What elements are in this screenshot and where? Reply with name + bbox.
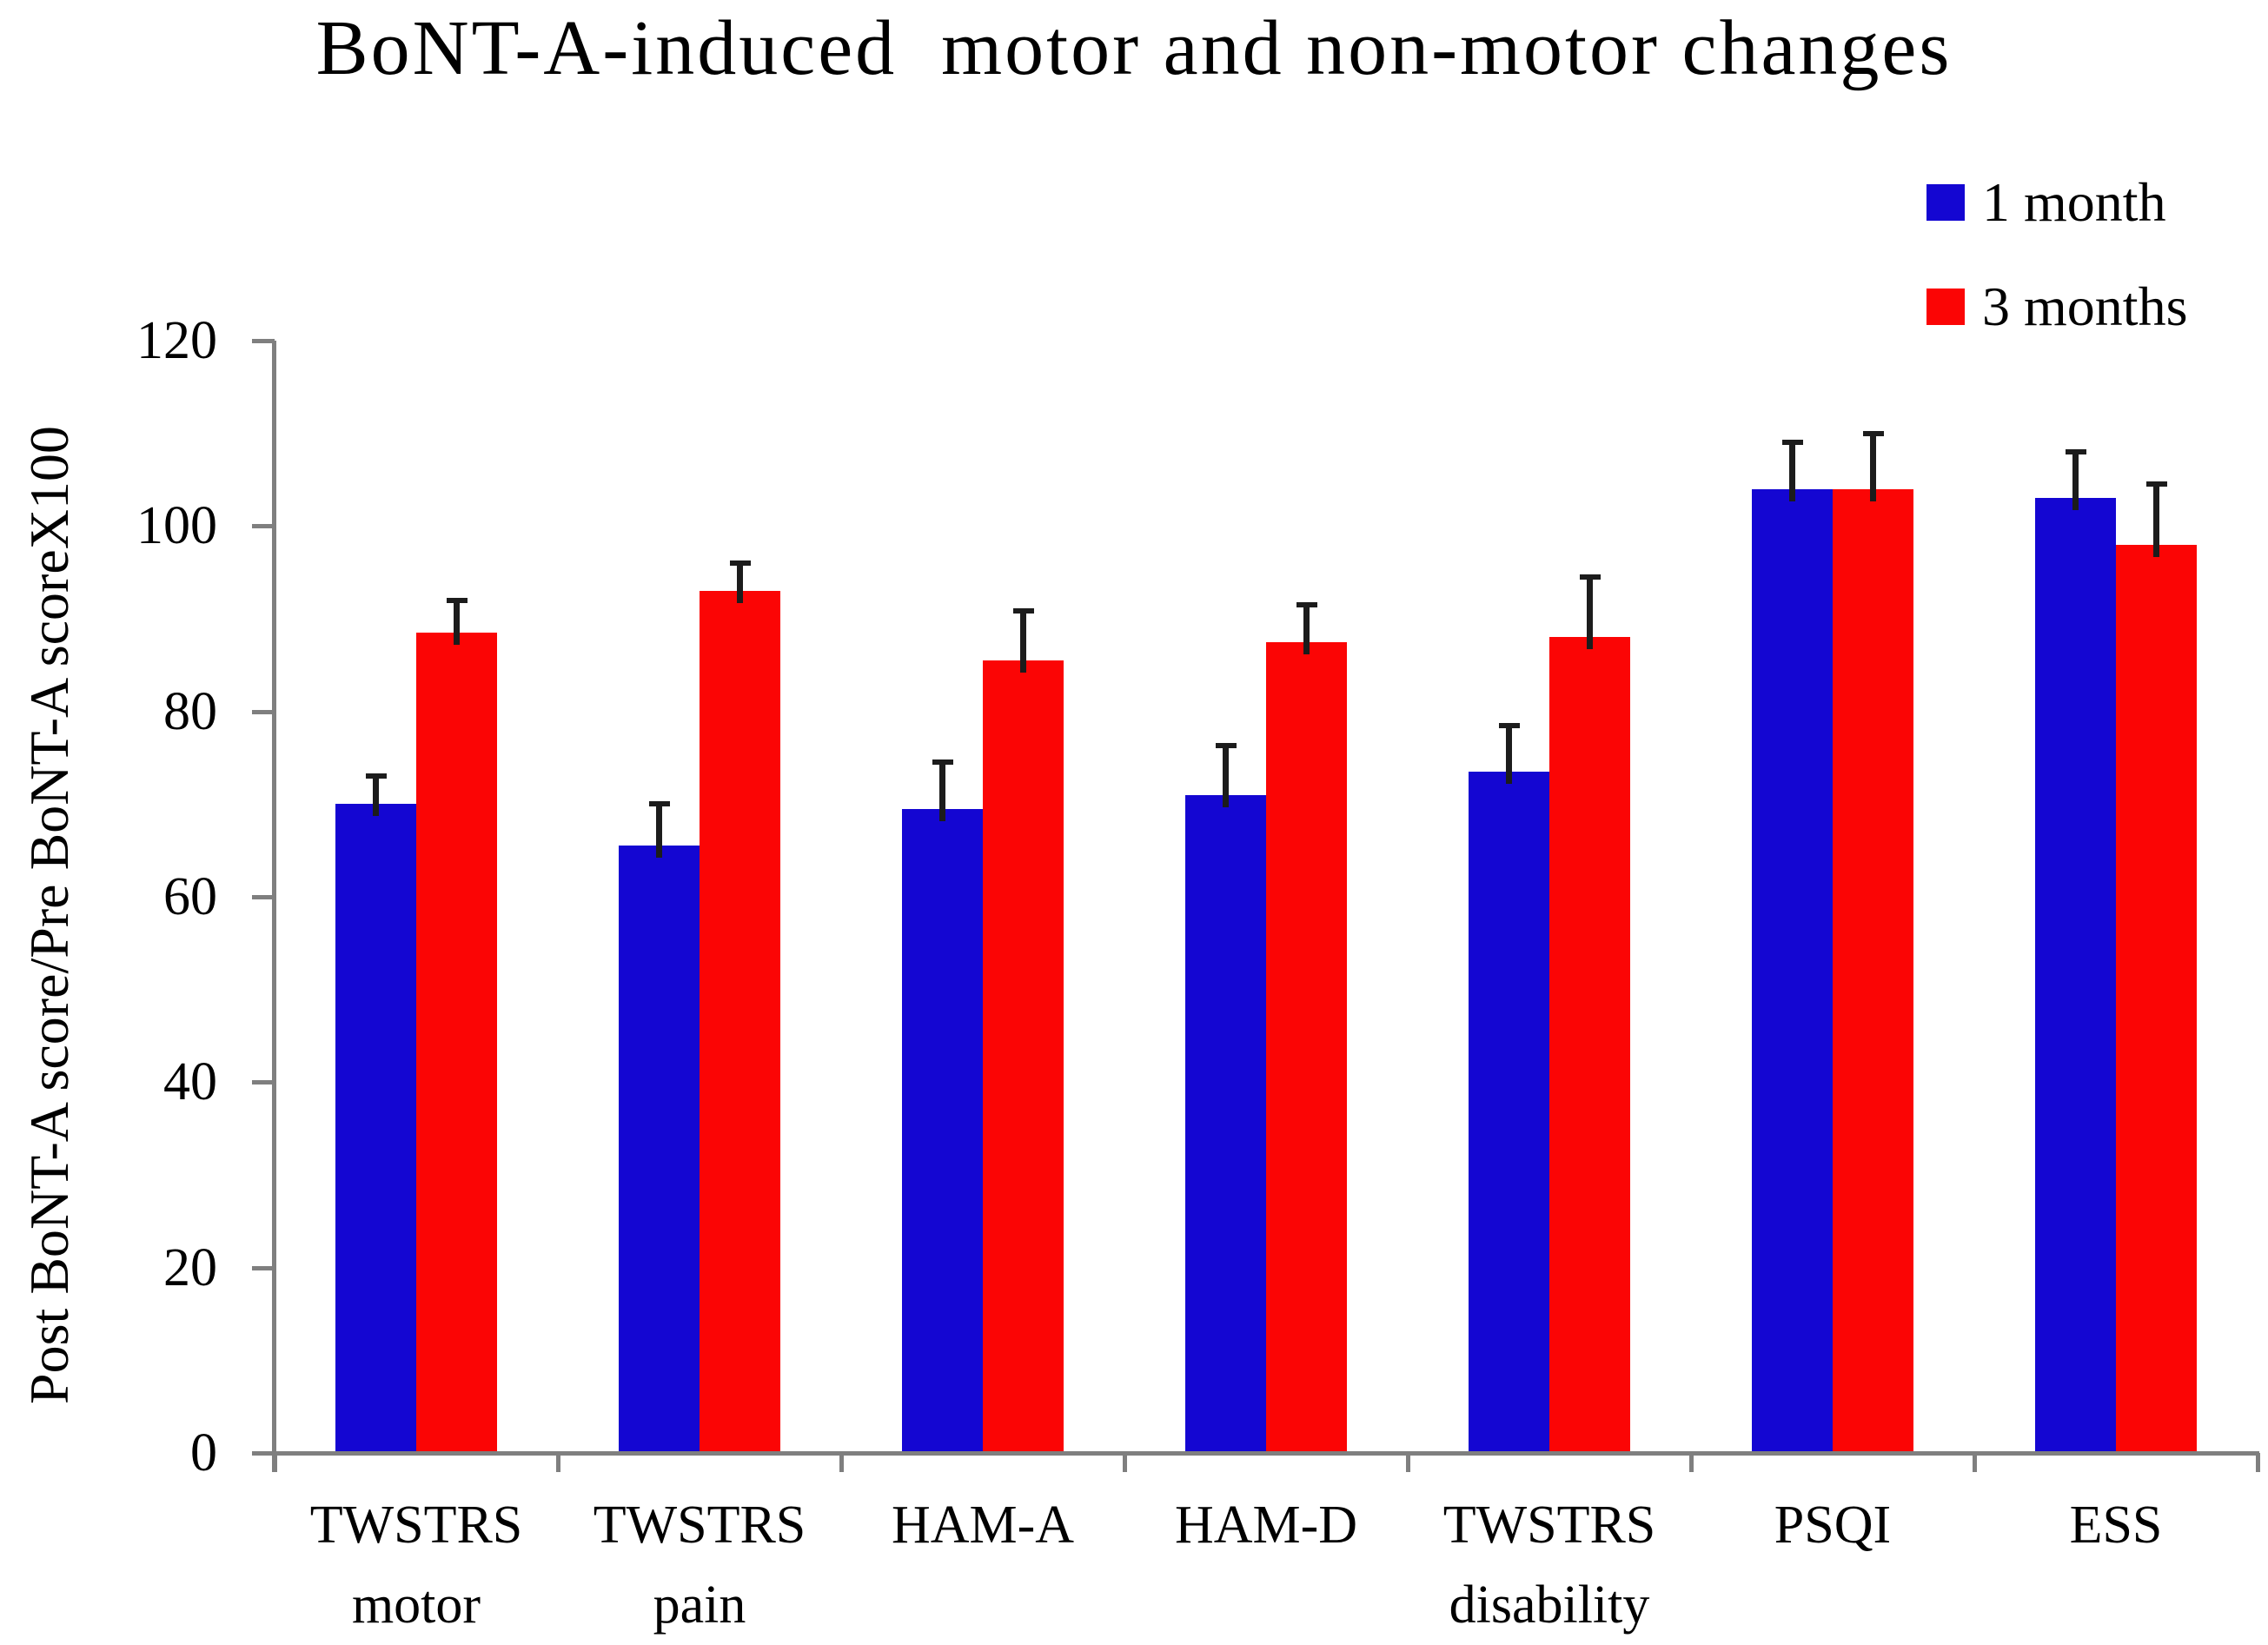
chart-title: BoNT-A-induced motor and non-motor chang… — [315, 5, 1953, 91]
x-tick-label-line1: TWSTRS — [593, 1496, 806, 1555]
x-tick-label-line1: TWSTRS — [1442, 1496, 1656, 1555]
y-tick-label: 100 — [136, 496, 217, 556]
error-bar-line — [939, 762, 945, 821]
x-axis-line — [275, 1451, 2259, 1456]
x-tick-label: TWSTRS pain — [558, 1485, 841, 1645]
legend-label-3-months: 3 months — [1982, 275, 2188, 337]
y-axis-tick — [252, 895, 275, 899]
bar-1-month-3 — [1185, 794, 1266, 1453]
x-axis-tick — [2256, 1453, 2260, 1472]
legend-item-3-months: 3 months — [1926, 268, 2187, 346]
bar-3-months-5 — [1833, 488, 1913, 1453]
y-tick-label: 120 — [136, 311, 217, 370]
x-tick-label-line2: disability — [1449, 1575, 1650, 1635]
error-bar-cap — [648, 801, 670, 807]
y-tick-label: 20 — [163, 1237, 217, 1297]
y-tick-label: 0 — [190, 1423, 217, 1482]
x-axis-tick — [1973, 1453, 1977, 1472]
y-axis-line — [272, 341, 276, 1472]
error-bar-cap — [1498, 722, 1520, 728]
y-axis-tick — [252, 1265, 275, 1270]
error-bar-cap — [446, 597, 468, 603]
x-axis-tick — [1123, 1453, 1127, 1472]
error-bar-cap — [2065, 449, 2086, 454]
error-bar-line — [1789, 442, 1795, 501]
x-axis-tick — [1689, 1453, 1694, 1472]
error-bar-cap — [729, 560, 751, 566]
x-tick-label: HAM-D — [1124, 1485, 1408, 1565]
error-bar-cap — [1012, 608, 1034, 614]
x-tick-label: HAM-A — [841, 1485, 1124, 1565]
x-tick-label-line1: HAM-D — [1174, 1496, 1358, 1555]
x-axis-tick — [1406, 1453, 1410, 1472]
bar-3-months-1 — [700, 591, 780, 1453]
error-bar-line — [1303, 605, 1310, 654]
bar-3-months-4 — [1549, 637, 1630, 1453]
bar-3-months-0 — [416, 633, 497, 1453]
legend-swatch-1-month — [1926, 184, 1965, 221]
bar-1-month-6 — [2035, 498, 2116, 1453]
x-tick-label: PSQI — [1691, 1485, 1974, 1565]
error-bar-cap — [365, 773, 387, 779]
error-bar-line — [1870, 433, 1876, 501]
bar-1-month-5 — [1752, 488, 1833, 1453]
x-tick-label: ESS — [1974, 1485, 2258, 1565]
bar-3-months-2 — [983, 660, 1064, 1453]
error-bar-line — [2153, 484, 2159, 557]
error-bar-cap — [1579, 574, 1601, 580]
error-bar-line — [1223, 746, 1229, 807]
error-bar-line — [737, 563, 743, 603]
error-bar-line — [656, 804, 662, 859]
x-tick-label-line1: ESS — [2069, 1496, 2163, 1555]
y-tick-label: 40 — [163, 1052, 217, 1112]
x-axis-tick — [556, 1453, 560, 1472]
error-bar-cap — [1862, 430, 1884, 436]
bar-3-months-6 — [2116, 544, 2197, 1453]
bar-1-month-4 — [1469, 772, 1549, 1453]
bar-1-month-2 — [902, 808, 983, 1453]
error-bar-cap — [1215, 743, 1237, 749]
x-tick-label-line2: motor — [351, 1575, 481, 1635]
legend-item-1-month: 1 month — [1926, 163, 2166, 242]
y-axis-tick — [252, 1080, 275, 1085]
x-tick-label-line1: PSQI — [1774, 1496, 1892, 1555]
error-bar-cap — [1781, 440, 1803, 446]
y-axis-tick — [252, 524, 275, 529]
error-bar-cap — [932, 759, 953, 766]
x-tick-label: TWSTRS disability — [1408, 1485, 1691, 1645]
x-axis-tick — [273, 1453, 277, 1472]
bar-1-month-0 — [335, 804, 416, 1453]
x-tick-label: TWSTRS motor — [275, 1485, 558, 1645]
x-tick-label-line1: TWSTRS — [309, 1496, 523, 1555]
x-tick-label-line1: HAM-A — [891, 1496, 1075, 1555]
error-bar-line — [1020, 611, 1026, 673]
x-tick-label-line2: pain — [653, 1575, 746, 1635]
error-bar-line — [454, 600, 460, 645]
y-axis-tick — [252, 339, 275, 343]
y-tick-label: 60 — [163, 867, 217, 926]
y-axis-tick — [252, 709, 275, 714]
error-bar-cap — [2145, 481, 2167, 488]
error-bar-cap — [1296, 602, 1317, 607]
error-bar-line — [2072, 452, 2079, 511]
bar-3-months-3 — [1266, 641, 1347, 1453]
legend-label-1-month: 1 month — [1982, 171, 2166, 233]
y-axis-tick — [252, 1451, 275, 1456]
legend-swatch-3-months — [1926, 289, 1965, 325]
error-bar-line — [1587, 577, 1593, 650]
error-bar-line — [1506, 725, 1512, 784]
error-bar-line — [373, 776, 379, 817]
y-tick-label: 80 — [163, 681, 217, 741]
x-axis-tick — [839, 1453, 844, 1472]
bar-1-month-1 — [619, 846, 700, 1453]
